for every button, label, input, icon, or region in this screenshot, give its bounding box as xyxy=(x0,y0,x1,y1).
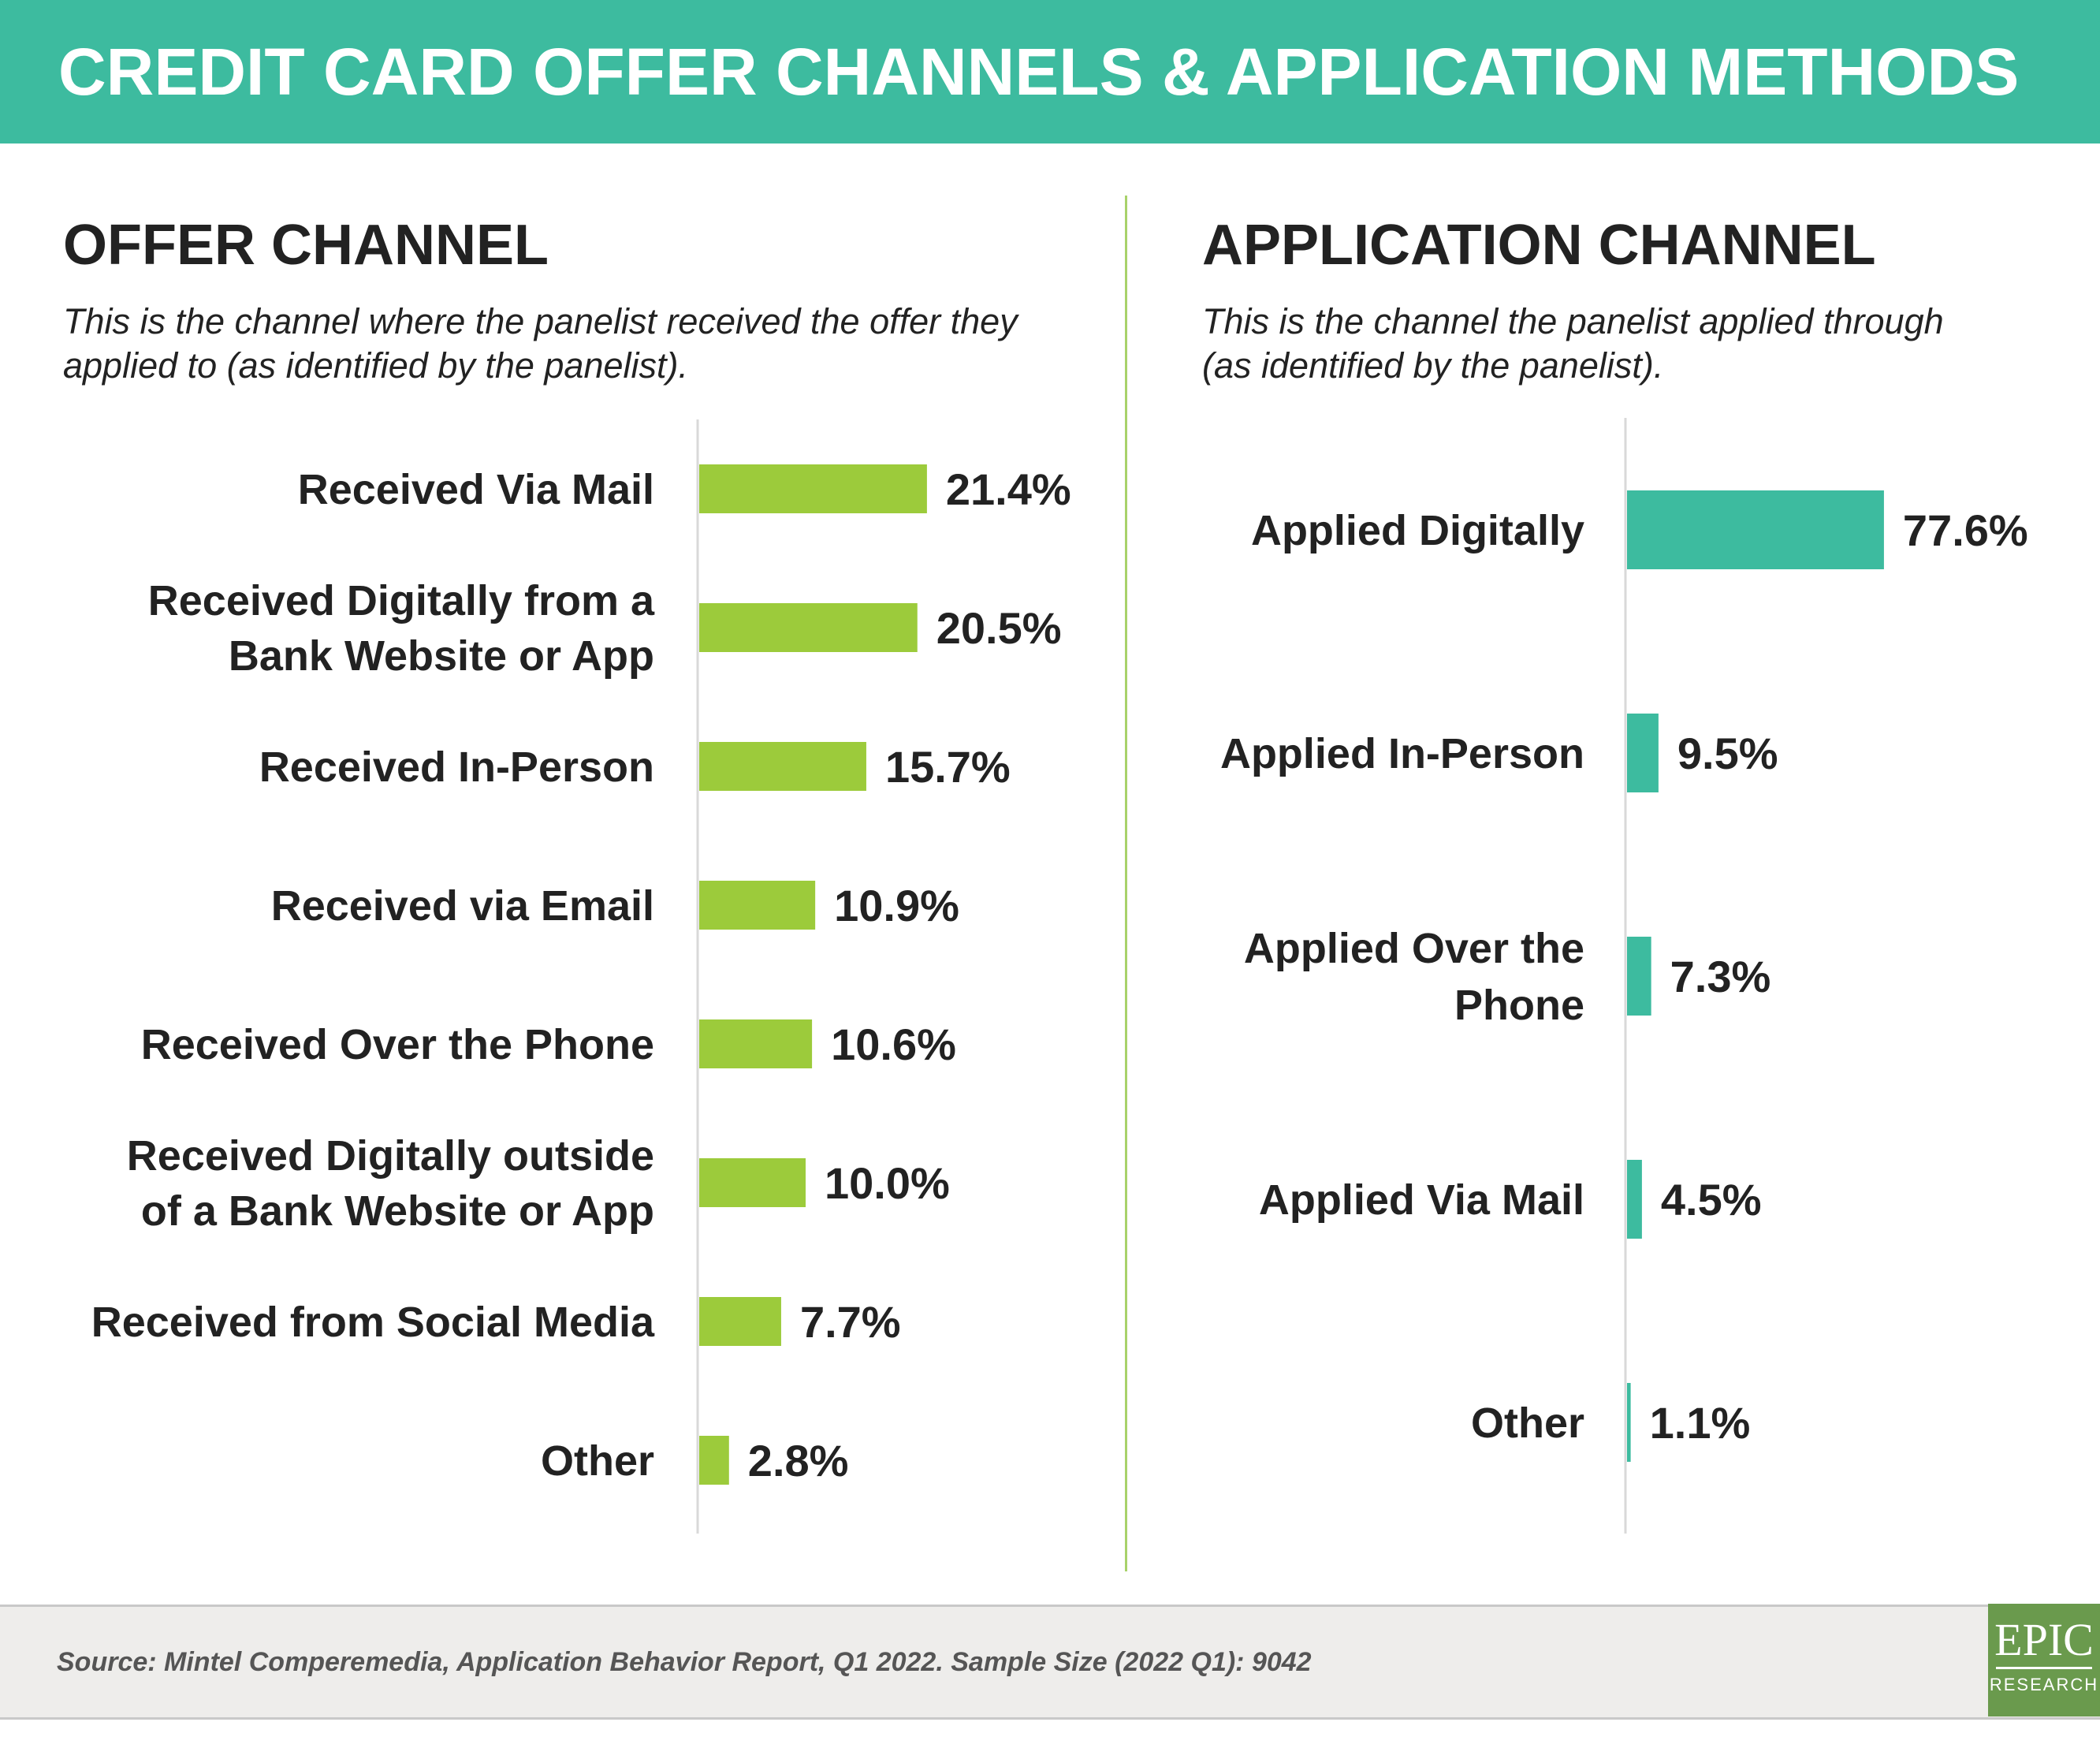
offer-category-label: Other xyxy=(541,1437,654,1485)
offer-category-label: Bank Website or App xyxy=(229,632,654,680)
source-note: Source: Mintel Comperemedia, Application… xyxy=(57,1647,1312,1677)
application-value-label: 9.5% xyxy=(1677,729,1778,778)
offer-bar xyxy=(699,881,816,930)
offer-category-label: Received Digitally outside xyxy=(127,1132,654,1180)
application-panel-subtitle-line1: This is the channel the panelist applied… xyxy=(1202,301,1944,341)
offer-category-label: Received via Email xyxy=(271,882,654,930)
panel-divider xyxy=(1125,196,1127,1571)
application-category-label: Other xyxy=(1471,1400,1584,1447)
header-banner: CREDIT CARD OFFER CHANNELS & APPLICATION… xyxy=(0,0,2100,144)
offer-bar xyxy=(699,1297,781,1346)
offer-category-label: Received Digitally from a xyxy=(148,577,655,624)
page-title: CREDIT CARD OFFER CHANNELS & APPLICATION… xyxy=(58,35,2020,109)
offer-value-label: 2.8% xyxy=(748,1436,849,1485)
application-category-label: Applied In-Person xyxy=(1220,730,1584,777)
offer-value-label: 7.7% xyxy=(800,1297,901,1347)
epic-research-logo: EPIC RESEARCH xyxy=(1988,1604,2100,1716)
application-panel-subtitle: This is the channel the panelist applied… xyxy=(1202,300,1944,388)
offer-category-label: Received Via Mail xyxy=(298,466,654,513)
application-category-label: Phone xyxy=(1454,982,1584,1029)
application-category-label: Applied Over the xyxy=(1244,925,1584,972)
application-bar xyxy=(1627,714,1659,792)
offer-panel-subtitle: This is the channel where the panelist r… xyxy=(63,300,1018,388)
application-value-label: 77.6% xyxy=(1903,505,2028,555)
logo-sub-text: RESEARCH xyxy=(1989,1675,2099,1694)
offer-category-label: Received from Social Media xyxy=(91,1299,655,1346)
offer-category-label: Received In-Person xyxy=(259,744,654,791)
offer-panel-subtitle-line2: applied to (as identified by the panelis… xyxy=(63,345,688,386)
offer-value-label: 21.4% xyxy=(946,464,1071,514)
application-bar xyxy=(1627,490,1884,569)
offer-panel-subtitle-line1: This is the channel where the panelist r… xyxy=(63,301,1018,341)
offer-bar xyxy=(699,1019,813,1068)
application-value-label: 7.3% xyxy=(1670,952,1771,1001)
offer-category-label: Received Over the Phone xyxy=(141,1021,654,1068)
application-bar xyxy=(1627,937,1651,1016)
application-panel-title: APPLICATION CHANNEL xyxy=(1202,214,1876,277)
application-bar xyxy=(1627,1160,1642,1239)
offer-bar xyxy=(699,742,866,791)
application-panel-subtitle-line2: (as identified by the panelist). xyxy=(1202,345,1664,386)
offer-bar xyxy=(699,603,918,652)
offer-bar xyxy=(699,1436,729,1485)
offer-value-label: 10.9% xyxy=(834,881,959,930)
offer-value-label: 15.7% xyxy=(885,742,1011,792)
application-category-label: Applied Via Mail xyxy=(1259,1176,1584,1224)
logo-main-text: EPIC xyxy=(1994,1614,2094,1665)
offer-value-label: 20.5% xyxy=(936,603,1062,653)
application-value-label: 4.5% xyxy=(1661,1175,1762,1224)
application-category-label: Applied Digitally xyxy=(1251,507,1584,554)
offer-panel-title: OFFER CHANNEL xyxy=(63,214,549,277)
offer-value-label: 10.6% xyxy=(831,1019,956,1069)
application-bar xyxy=(1627,1383,1631,1462)
footer: Source: Mintel Comperemedia, Application… xyxy=(0,1605,2100,1720)
logo-rule xyxy=(1996,1667,2092,1669)
offer-value-label: 10.0% xyxy=(825,1158,950,1208)
offer-bar xyxy=(699,1158,806,1207)
application-value-label: 1.1% xyxy=(1650,1398,1751,1448)
offer-bar xyxy=(699,464,927,513)
offer-category-label: of a Bank Website or App xyxy=(141,1187,654,1235)
